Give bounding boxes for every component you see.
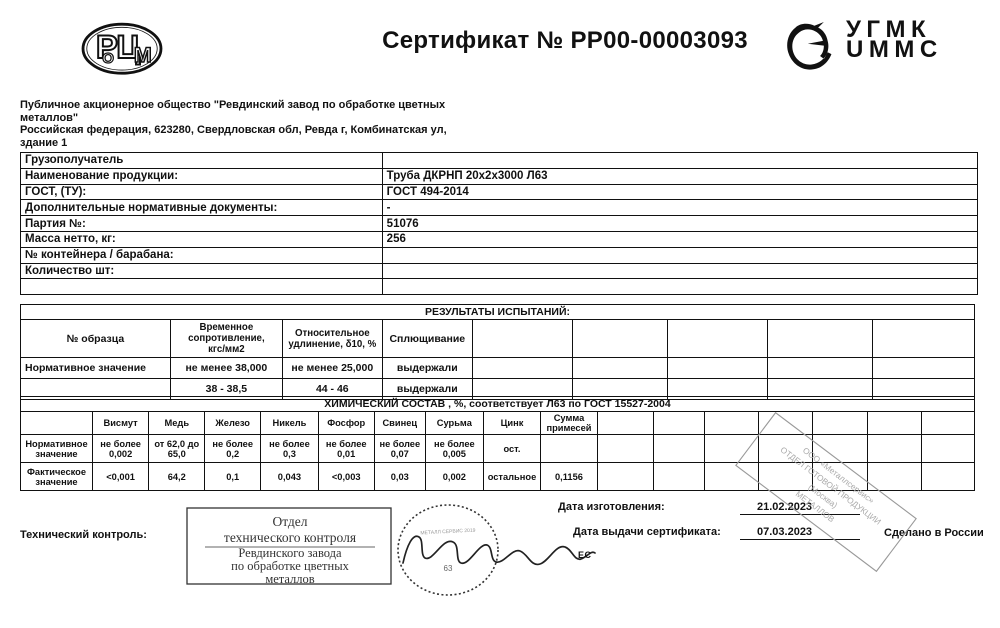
svg-text:металлов: металлов (265, 572, 314, 586)
svg-text:Ревдинского завода: Ревдинского завода (238, 546, 342, 560)
svg-text:Отдел: Отдел (272, 514, 307, 529)
svg-text:технического контроля: технического контроля (224, 530, 356, 545)
svg-text:M: M (134, 43, 152, 67)
svg-text:O: O (102, 50, 114, 67)
svg-text:по обработке цветных: по обработке цветных (231, 559, 349, 573)
